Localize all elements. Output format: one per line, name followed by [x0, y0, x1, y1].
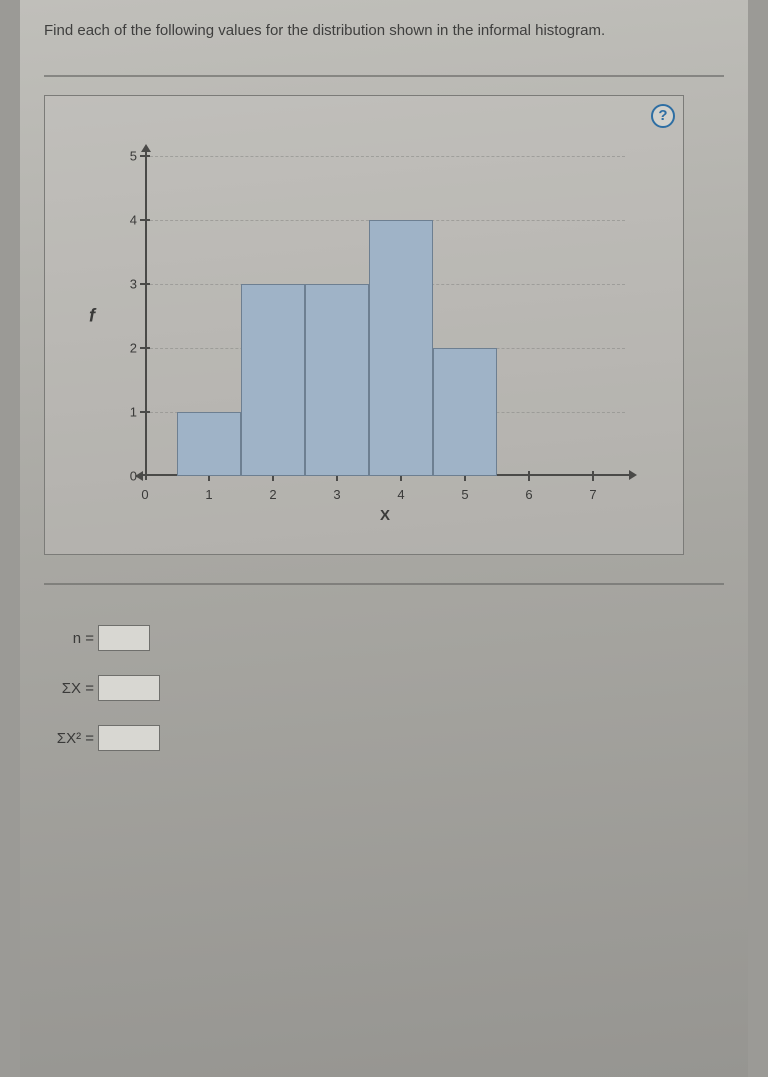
label-n: n = — [44, 630, 98, 647]
gridline — [145, 156, 625, 157]
x-tick-label: 0 — [141, 487, 148, 502]
histogram-bar — [177, 412, 241, 476]
y-tick-label: 3 — [117, 277, 137, 292]
y-tick-mark — [140, 283, 150, 285]
y-axis-title: f — [89, 306, 95, 327]
label-sx: ΣX = — [44, 680, 98, 697]
y-tick-mark — [140, 219, 150, 221]
x-tick-mark — [528, 471, 530, 481]
grid-area: 01234501234567 — [145, 156, 625, 476]
histogram-bar — [369, 220, 433, 476]
x-tick-label: 6 — [525, 487, 532, 502]
y-axis — [145, 150, 147, 480]
y-tick-label: 1 — [117, 405, 137, 420]
x-tick-label: 4 — [397, 487, 404, 502]
answer-row-n: n = — [44, 625, 724, 651]
x-tick-label: 1 — [205, 487, 212, 502]
x-tick-label: 7 — [589, 487, 596, 502]
y-tick-mark — [140, 347, 150, 349]
answers-section: n = ΣX = ΣX² = — [44, 625, 724, 751]
histogram-bar — [433, 348, 497, 476]
answer-row-sx: ΣX = — [44, 675, 724, 701]
input-n[interactable] — [98, 625, 150, 651]
answer-row-sx2: ΣX² = — [44, 725, 724, 751]
label-sx2: ΣX² = — [44, 730, 98, 747]
page: Find each of the following values for th… — [20, 0, 748, 1077]
x-tick-label: 5 — [461, 487, 468, 502]
y-tick-mark — [140, 155, 150, 157]
histogram-bar — [241, 284, 305, 476]
y-tick-label: 2 — [117, 341, 137, 356]
input-sx[interactable] — [98, 675, 160, 701]
histogram-bar — [305, 284, 369, 476]
divider-bottom — [44, 583, 724, 585]
input-sx2[interactable] — [98, 725, 160, 751]
chart-frame: ? 01234501234567 X f — [44, 95, 684, 555]
y-tick-label: 5 — [117, 149, 137, 164]
y-tick-label: 0 — [117, 469, 137, 484]
x-tick-mark — [592, 471, 594, 481]
histogram-plot: 01234501234567 X f — [145, 156, 625, 476]
y-tick-label: 4 — [117, 213, 137, 228]
x-tick-label: 2 — [269, 487, 276, 502]
question-prompt: Find each of the following values for th… — [44, 22, 724, 39]
x-axis-title: X — [380, 507, 390, 524]
x-tick-label: 3 — [333, 487, 340, 502]
help-icon[interactable]: ? — [651, 104, 675, 128]
y-tick-mark — [140, 411, 150, 413]
divider-top — [44, 75, 724, 77]
